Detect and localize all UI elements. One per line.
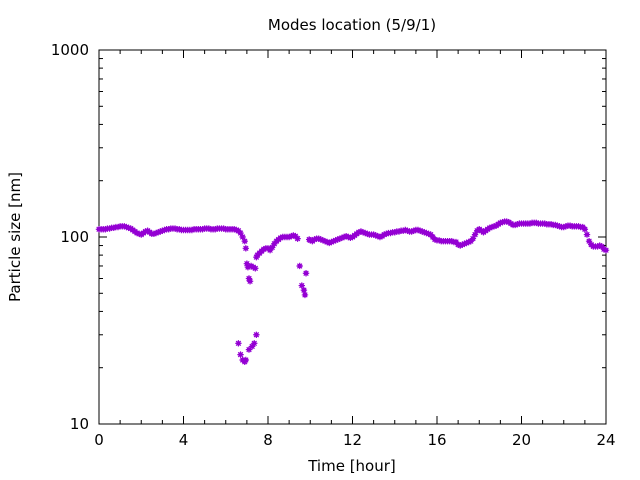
x-tick-label: 12 — [343, 431, 362, 449]
x-tick-label: 4 — [179, 431, 189, 449]
data-point — [581, 226, 589, 233]
x-axis-label: Time [hour] — [307, 457, 396, 475]
data-point — [300, 286, 308, 294]
x-tick-label: 0 — [94, 431, 104, 449]
data-point — [298, 282, 305, 289]
data-point — [583, 231, 591, 238]
data-point — [235, 340, 242, 347]
data-point — [294, 235, 301, 242]
data-point — [302, 270, 310, 277]
data-point — [252, 265, 259, 272]
chart-title: Modes location (5/9/1) — [268, 16, 436, 34]
data-point — [251, 340, 258, 347]
y-axis-tick-labels: 10 100 1000 — [51, 41, 89, 433]
data-point — [237, 229, 244, 237]
data-point — [602, 246, 610, 254]
x-tick-label: 8 — [263, 431, 273, 449]
data-point — [237, 351, 244, 358]
x-tick-label: 20 — [512, 431, 531, 449]
y-tick-label: 1000 — [51, 41, 89, 59]
data-point — [241, 237, 248, 245]
y-axis-label: Particle size [nm] — [6, 172, 24, 302]
data-point — [246, 278, 254, 285]
data-point — [269, 244, 276, 251]
data-point — [242, 245, 250, 252]
data-point — [239, 233, 246, 241]
data-point — [248, 343, 256, 350]
data-point — [242, 356, 250, 364]
x-tick-label: 16 — [427, 431, 446, 449]
axis-ticks — [98, 49, 607, 425]
y-tick-label: 100 — [60, 228, 89, 246]
data-point — [471, 231, 479, 238]
x-axis-tick-labels: 0 4 8 12 16 20 24 — [94, 431, 615, 449]
data-point — [296, 262, 303, 270]
y-tick-label: 10 — [70, 415, 89, 433]
data-point — [253, 331, 260, 338]
data-point — [301, 291, 309, 299]
x-tick-label: 24 — [596, 431, 615, 449]
data-points — [95, 218, 610, 366]
data-point — [469, 235, 477, 242]
data-point — [585, 237, 593, 245]
